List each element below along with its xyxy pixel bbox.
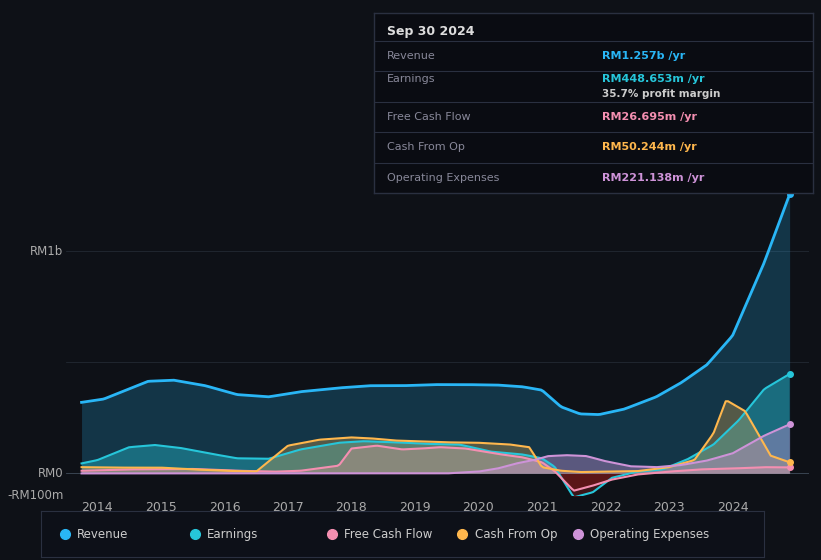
- Text: RM50.244m /yr: RM50.244m /yr: [602, 142, 697, 152]
- Text: Earnings: Earnings: [387, 74, 435, 85]
- Text: -RM100m: -RM100m: [7, 489, 63, 502]
- Text: Free Cash Flow: Free Cash Flow: [387, 112, 470, 122]
- Text: RM0: RM0: [38, 467, 63, 480]
- Text: Operating Expenses: Operating Expenses: [387, 173, 499, 183]
- Text: Operating Expenses: Operating Expenses: [590, 528, 709, 541]
- Text: Earnings: Earnings: [207, 528, 259, 541]
- Text: RM448.653m /yr: RM448.653m /yr: [602, 74, 704, 85]
- Text: RM221.138m /yr: RM221.138m /yr: [602, 173, 704, 183]
- Text: Revenue: Revenue: [77, 528, 129, 541]
- Text: Sep 30 2024: Sep 30 2024: [387, 25, 475, 38]
- Text: Free Cash Flow: Free Cash Flow: [345, 528, 433, 541]
- Text: RM1.257b /yr: RM1.257b /yr: [602, 51, 686, 61]
- Text: RM1b: RM1b: [30, 245, 63, 258]
- Text: 35.7% profit margin: 35.7% profit margin: [602, 88, 720, 99]
- Text: Cash From Op: Cash From Op: [475, 528, 557, 541]
- Text: Cash From Op: Cash From Op: [387, 142, 465, 152]
- Text: RM26.695m /yr: RM26.695m /yr: [602, 112, 697, 122]
- Text: Revenue: Revenue: [387, 51, 435, 61]
